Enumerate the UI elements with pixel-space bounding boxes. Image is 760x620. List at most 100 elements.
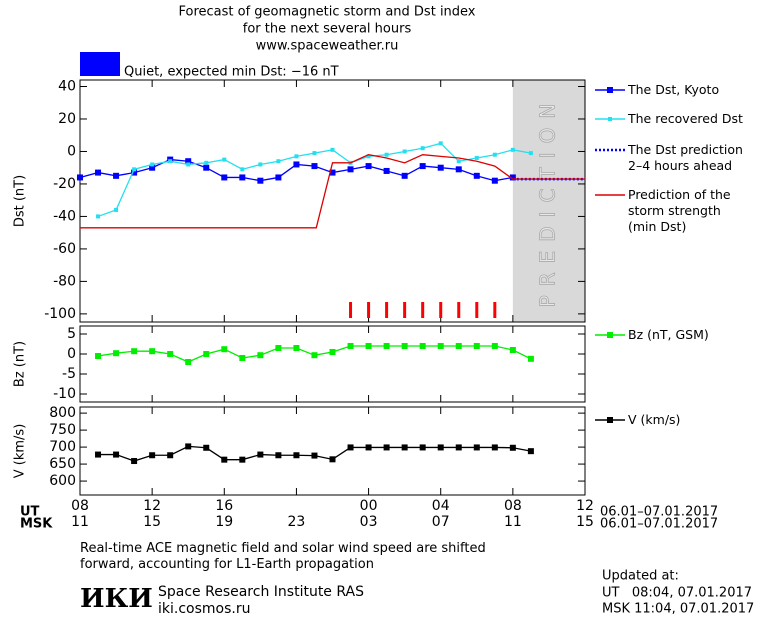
marker [401,444,408,451]
marker [203,444,210,451]
marker [347,444,354,451]
marker [455,343,462,349]
marker [240,167,245,172]
ut-label: UT [20,505,40,520]
marker [437,343,444,349]
marker [437,164,444,171]
prediction-zone [512,80,585,322]
ut-tick-label: 00 [360,498,378,514]
legend-marker [607,332,613,338]
marker [221,346,228,353]
marker [419,444,426,451]
marker [365,163,372,170]
legend-marker [607,417,613,423]
marker [312,151,317,156]
marker [113,451,120,458]
msk-tick-label: 11 [504,514,522,530]
marker [167,452,174,459]
marker [222,157,227,162]
y-tick-label: -100 [44,306,76,322]
marker [420,146,425,151]
marker [257,177,264,184]
marker [383,343,390,349]
marker [527,448,534,455]
marker [329,169,336,176]
y-tick-label: -10 [53,386,76,402]
y-tick-label: 650 [49,456,76,472]
marker [402,149,407,154]
marker [258,162,263,167]
plot-frame [79,406,586,496]
marker [131,348,138,355]
msk-tick-label: 19 [215,514,233,530]
msk-tick-label: 23 [288,514,306,530]
marker [473,444,480,451]
marker [365,343,372,349]
y-axis-label: Dst (nT) [13,175,28,227]
marker [293,345,300,351]
prediction-label: PREDICTION [535,95,559,308]
marker [149,348,156,355]
marker [509,174,516,181]
legend-entry: Bz (nT, GSM) [628,327,709,342]
marker [113,350,120,357]
marker [77,174,83,181]
note: Real-time ACE magnetic field and solar w… [80,541,486,572]
msk-tick-label: 11 [71,514,89,530]
plot-frame [79,79,586,323]
marker [95,451,102,458]
marker [149,164,156,171]
y-tick-label: 600 [49,473,76,489]
legend-entry: The recovered Dst [628,111,743,126]
marker [510,147,515,152]
msk-tick-label: 07 [432,514,450,530]
marker [275,174,282,181]
institute: Space Research Institute RAS [158,584,364,600]
ut-tick-label: 12 [576,498,594,514]
title-line: www.spaceweather.ru [256,39,399,54]
marker [456,159,461,164]
site: iki.cosmos.ru [158,601,250,617]
marker [203,351,210,357]
marker [113,172,120,179]
marker [492,152,497,157]
legend-marker [607,87,613,93]
marker [437,444,444,451]
marker [330,147,335,152]
marker [311,352,318,359]
updated-msk: MSK 11:04, 07.01.2017 [602,602,754,617]
ut-range: 06.01–07.01.2017 [600,505,718,520]
marker [168,159,173,164]
marker [311,163,318,170]
marker [239,355,246,361]
ut-tick-label: 04 [432,498,450,514]
marker [204,160,209,165]
y-tick-label: -40 [53,208,76,224]
marker [294,154,299,159]
updated-title: Updated at: [602,569,679,584]
marker [95,353,102,359]
marker [221,456,228,463]
legend-marker [608,117,612,121]
title-line: Forecast of geomagnetic storm and Dst in… [178,5,475,20]
marker [527,355,534,362]
marker [132,167,137,172]
marker [257,451,264,458]
marker [491,177,498,184]
marker [347,343,354,349]
marker [276,159,281,164]
y-axis-label: V (km/s) [13,424,28,479]
marker [257,352,264,359]
status: Quiet, expected min Dst: −16 nT [124,65,339,80]
marker [455,166,462,173]
marker [491,444,498,451]
marker [96,214,101,219]
msk-tick-label: 15 [143,514,161,530]
y-tick-label: 0 [67,346,76,362]
marker [185,443,192,450]
marker [366,154,371,159]
marker [383,167,390,174]
legend-entry: Prediction of the storm strength (min Ds… [628,187,731,234]
